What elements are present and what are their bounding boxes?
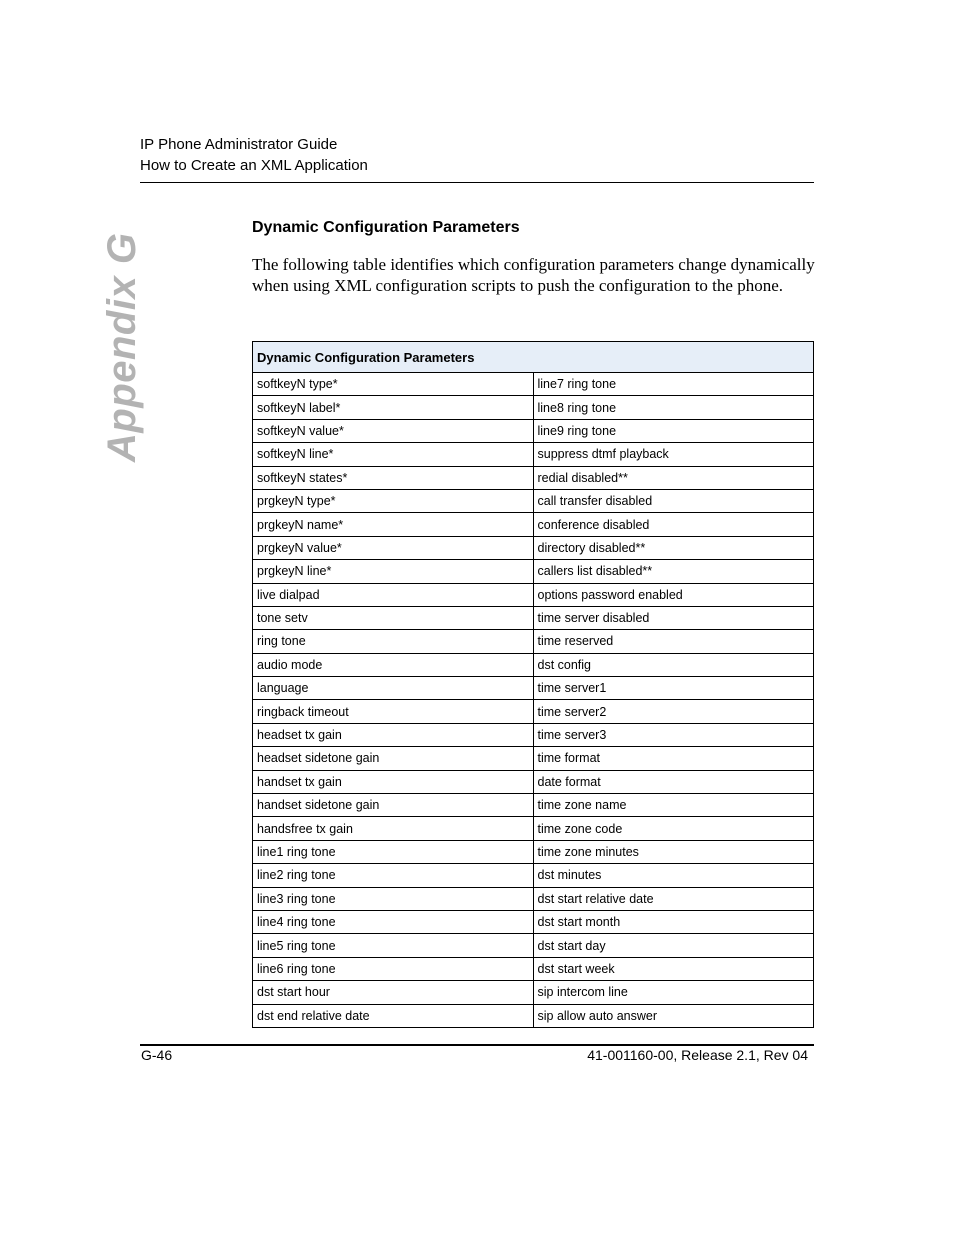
table-row: prgkeyN line* callers list disabled** (252, 559, 814, 584)
table-row: ringback timeout time server2 (252, 699, 814, 724)
table-cell: time format (532, 746, 814, 771)
table-cell: handsfree tx gain (252, 816, 534, 841)
table-row: live dialpad options password enabled (252, 582, 814, 607)
table-cell: line2 ring tone (252, 863, 534, 888)
table-cell: call transfer disabled (532, 488, 814, 514)
table-row: prgkeyN name* conference disabled (252, 512, 814, 537)
table-cell: dst start week (532, 956, 814, 982)
table-cell: redial disabled** (532, 465, 814, 490)
table-cell: directory disabled** (532, 535, 814, 561)
table-cell: line6 ring tone (252, 956, 534, 982)
table-cell: line4 ring tone (252, 909, 534, 935)
table-row: headset tx gain time server3 (252, 722, 814, 748)
page-number: G-46 (141, 1047, 173, 1063)
table-row: language time server1 (252, 676, 814, 701)
footer-rule (140, 1044, 814, 1046)
table-cell: line3 ring tone (252, 886, 534, 911)
appendix-side-tab: Appendix G (100, 232, 144, 462)
table-row: line1 ring tone time zone minutes (252, 839, 814, 865)
table-cell: softkeyN label* (252, 395, 534, 420)
table-cell: ringback timeout (252, 699, 534, 724)
table-cell: softkeyN line* (252, 442, 534, 467)
table-row: headset sidetone gain time format (252, 746, 814, 771)
table-row: softkeyN line* suppress dtmf playback (252, 442, 814, 467)
table-row: tone setv time server disabled (252, 605, 814, 631)
table-cell: headset sidetone gain (252, 746, 534, 771)
table-cell: conference disabled (532, 512, 814, 537)
table-cell: time server2 (532, 699, 814, 724)
header-subtitle: How to Create an XML Application (140, 157, 368, 174)
table-cell: options password enabled (532, 582, 814, 607)
table-cell: line5 ring tone (252, 933, 534, 958)
table-row: prgkeyN value* directory disabled** (252, 535, 814, 561)
table-cell: prgkeyN name* (252, 512, 534, 537)
table-cell: dst minutes (532, 863, 814, 888)
table-cell: line1 ring tone (252, 839, 534, 865)
table-row: audio mode dst config (252, 652, 814, 678)
table-cell: headset tx gain (252, 722, 534, 748)
table-cell: tone setv (252, 605, 534, 631)
table-cell: sip allow auto answer (532, 1003, 814, 1028)
table-cell: time server1 (532, 676, 814, 701)
table-header: Dynamic Configuration Parameters (252, 341, 814, 373)
table-cell: time server3 (532, 722, 814, 748)
table-cell: handset tx gain (252, 769, 534, 795)
table-row: line3 ring tone dst start relative date (252, 886, 814, 911)
intro-paragraph: The following table identifies which con… (252, 255, 815, 295)
table-row: handset tx gain date format (252, 769, 814, 795)
table-row: prgkeyN type* call transfer disabled (252, 488, 814, 514)
parameters-table: Dynamic Configuration Parameters softkey… (252, 341, 814, 1028)
table-cell: callers list disabled** (532, 559, 814, 584)
table-row: line6 ring tone dst start week (252, 956, 814, 982)
table-row: softkeyN label* line8 ring tone (252, 395, 814, 420)
document-id: 41-001160-00, Release 2.1, Rev 04 (587, 1047, 808, 1063)
table-cell: softkeyN value* (252, 418, 534, 444)
table-cell: dst end relative date (252, 1003, 534, 1028)
table-row: dst end relative date sip allow auto answ… (252, 1003, 814, 1028)
table-cell: live dialpad (252, 582, 534, 607)
table-cell: time zone name (532, 793, 814, 818)
table-cell: time zone code (532, 816, 814, 841)
table-row: handset sidetone gain time zone name (252, 793, 814, 818)
table-cell: softkeyN states* (252, 465, 534, 490)
table-row: softkeyN type* line7 ring tone (252, 371, 814, 397)
table-cell: line8 ring tone (532, 395, 814, 420)
table-cell: sip intercom line (532, 980, 814, 1005)
table-row: softkeyN states* redial disabled** (252, 465, 814, 490)
table-cell: prgkeyN type* (252, 488, 534, 514)
table-cell: softkeyN type* (252, 371, 534, 397)
table-cell: dst start relative date (532, 886, 814, 911)
table-row: ring tone time reserved (252, 629, 814, 654)
table-row: dst start hour sip intercom line (252, 980, 814, 1005)
table-cell: time reserved (532, 629, 814, 654)
table-row: line5 ring tone dst start day (252, 933, 814, 958)
section-title: Dynamic Configuration Parameters (252, 219, 520, 236)
table-row: softkeyN value* line9 ring tone (252, 418, 814, 444)
table-cell: time server disabled (532, 605, 814, 631)
table-cell: line9 ring tone (532, 418, 814, 444)
table-row: line4 ring tone dst start month (252, 909, 814, 935)
table-cell: ring tone (252, 629, 534, 654)
table-cell: prgkeyN value* (252, 535, 534, 561)
table-row: line2 ring tone dst minutes (252, 863, 814, 888)
table-cell: dst start hour (252, 980, 534, 1005)
table-cell: dst start day (532, 933, 814, 958)
table-cell: handset sidetone gain (252, 793, 534, 818)
header-rule (140, 182, 814, 183)
table-cell: prgkeyN line* (252, 559, 534, 584)
table-cell: dst start month (532, 909, 814, 935)
table-cell: suppress dtmf playback (532, 442, 814, 467)
header-title: IP Phone Administrator Guide (140, 136, 338, 153)
table-cell: language (252, 676, 534, 701)
table-cell: time zone minutes (532, 839, 814, 865)
table-cell: dst config (532, 652, 814, 678)
table-cell: audio mode (252, 652, 534, 678)
table-cell: date format (532, 769, 814, 795)
table-cell: line7 ring tone (532, 371, 814, 397)
table-row: handsfree tx gain time zone code (252, 816, 814, 841)
